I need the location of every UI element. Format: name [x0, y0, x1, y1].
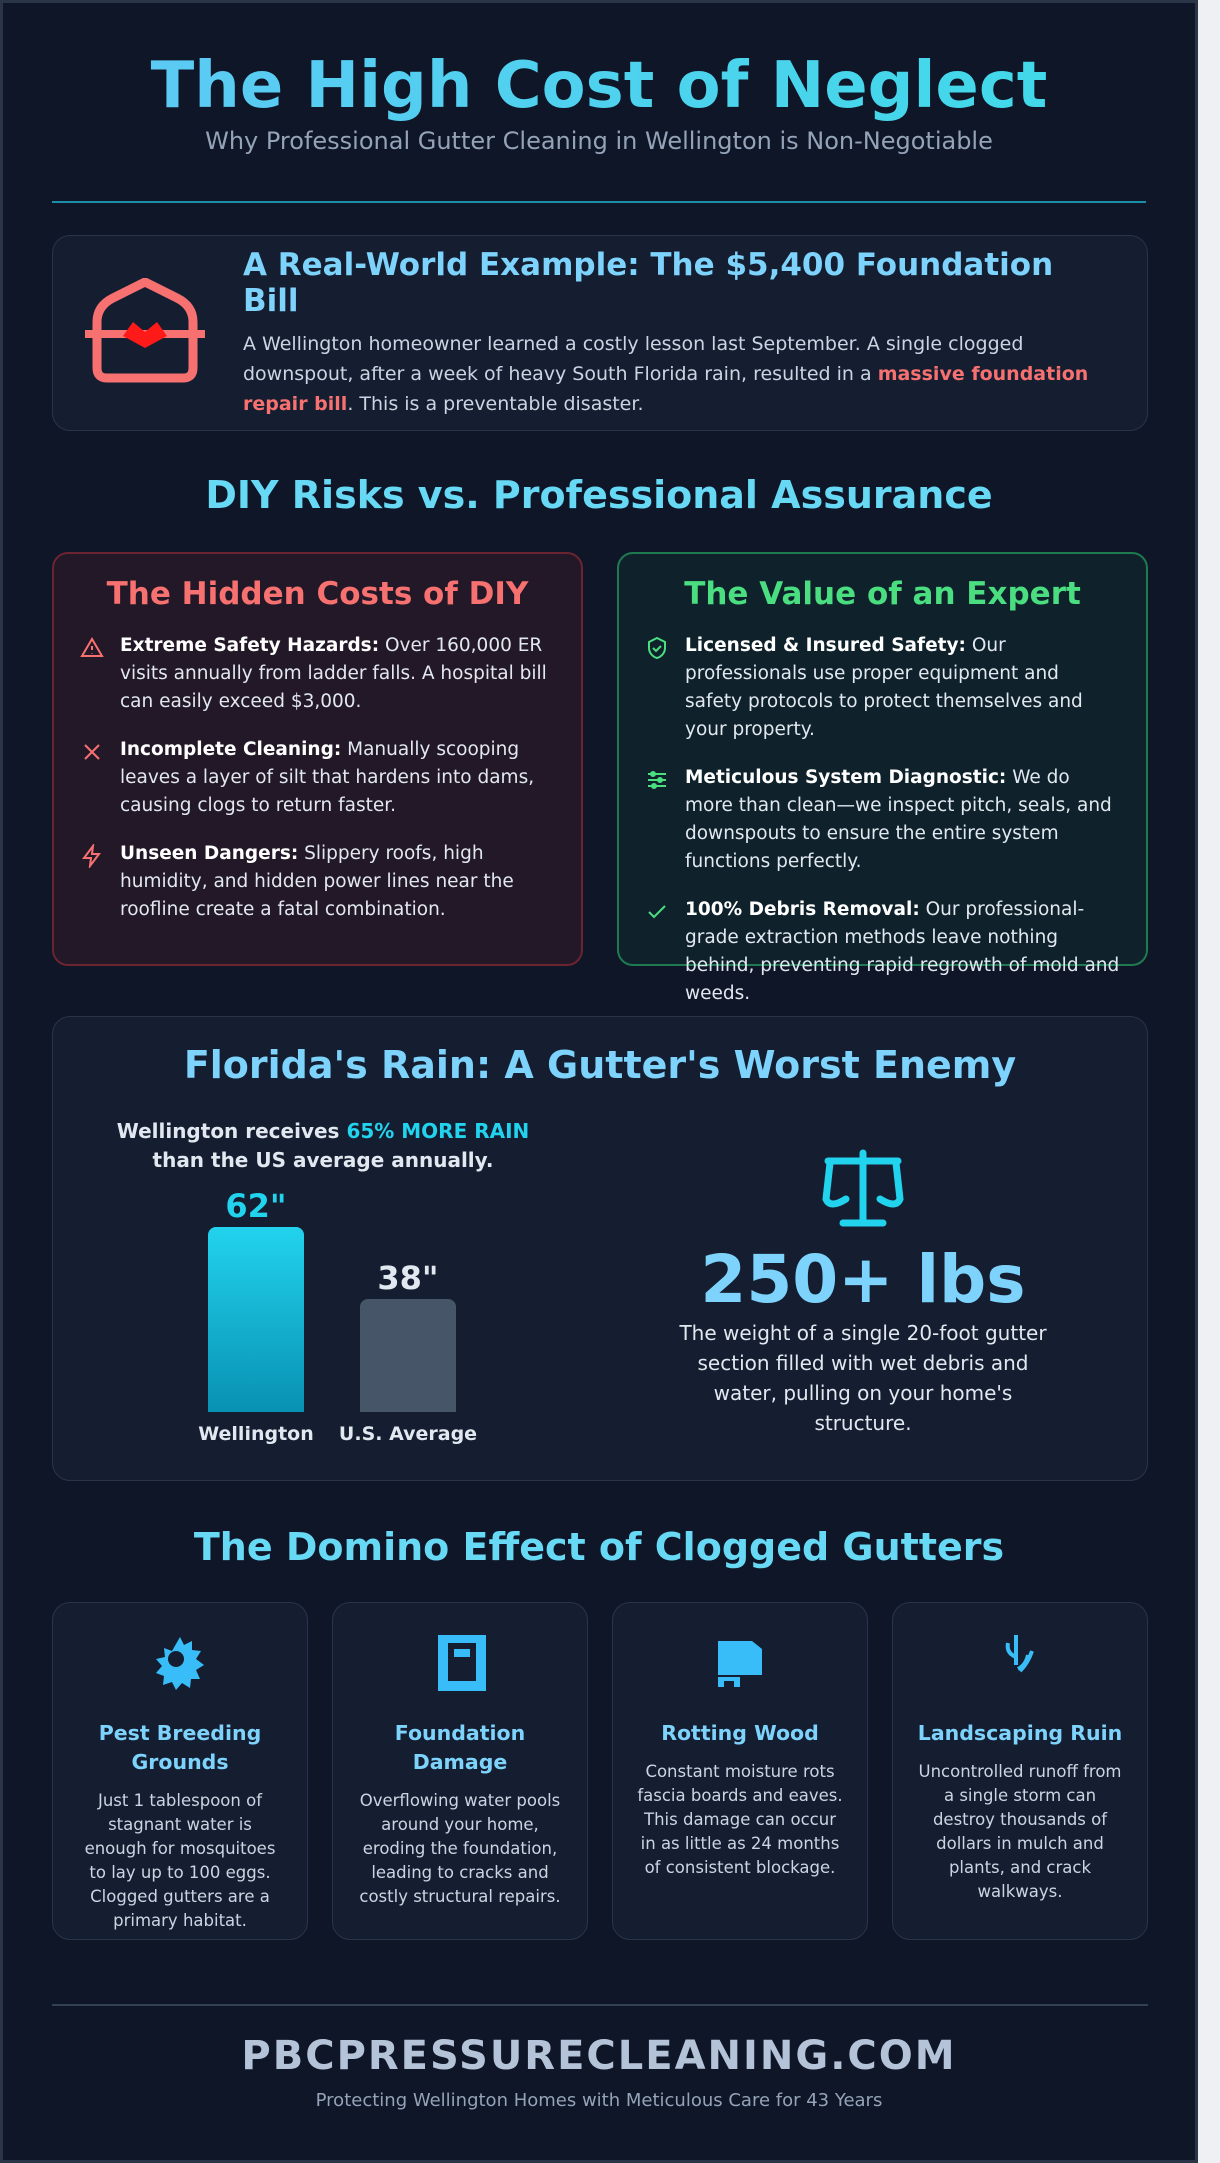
- weight-text: The weight of a single 20-foot gutter se…: [679, 1321, 1047, 1435]
- wood-icon: [718, 1641, 762, 1687]
- bar-value: 62": [225, 1187, 287, 1225]
- bar-label: U.S. Average: [338, 1423, 478, 1445]
- domino-card-foundation: Foundation Damage Overflowing water pool…: [332, 1602, 588, 1940]
- lightning-icon: [80, 840, 120, 924]
- list-item: Meticulous System Diagnostic: We do more…: [645, 764, 1120, 876]
- list-item: Incomplete Cleaning: Manually scooping l…: [80, 736, 555, 820]
- page-title: The High Cost of Neglect: [3, 47, 1195, 125]
- example-text: A Wellington homeowner learned a costly …: [243, 333, 1089, 415]
- bar-0: [208, 1227, 304, 1412]
- page-subtitle: Why Professional Gutter Cleaning in Well…: [205, 127, 993, 155]
- rain-title: Florida's Rain: A Gutter's Worst Enemy: [183, 1043, 1017, 1087]
- card-title: Pest Breeding Grounds: [98, 1721, 262, 1774]
- footer-brand[interactable]: PBCPRESSURECLEANING.COM: [241, 2033, 957, 2079]
- shield-check-icon: [645, 632, 685, 744]
- card-text: Just 1 tablespoon of stagnant water is e…: [84, 1791, 276, 1930]
- footer-tagline: Protecting Wellington Homes with Meticul…: [315, 2090, 883, 2111]
- sliders-icon: [645, 764, 685, 876]
- check-icon: [645, 896, 685, 1008]
- plant-icon: [1005, 1635, 1034, 1673]
- divider: [52, 201, 1146, 203]
- list-item: Extreme Safety Hazards: Over 160,000 ER …: [80, 632, 555, 716]
- card-title: Landscaping Ruin: [917, 1721, 1123, 1745]
- diy-card: The Hidden Costs of DIY Extreme Safety H…: [52, 552, 583, 966]
- list-item: Licensed & Insured Safety: Our professio…: [645, 632, 1120, 744]
- building-icon: [438, 1635, 486, 1691]
- diy-title: The Hidden Costs of DIY: [106, 576, 529, 612]
- expert-card: The Value of an Expert Licensed & Insure…: [617, 552, 1148, 1004]
- x-icon: [80, 736, 120, 820]
- scale-icon: [822, 1149, 904, 1227]
- card-title: Foundation Damage: [394, 1721, 526, 1774]
- bar-1: [360, 1298, 456, 1412]
- domino-card-landscaping: Landscaping Ruin Uncontrolled runoff fro…: [892, 1602, 1148, 1940]
- weight-value: 250+ lbs: [700, 1241, 1026, 1318]
- card-text: Constant moisture rots fascia boards and…: [637, 1762, 843, 1877]
- domino-heading: The Domino Effect of Clogged Gutters: [193, 1525, 1005, 1569]
- rain-lead: Wellington receives 65% MORE RAIN than t…: [116, 1119, 530, 1172]
- expert-title: The Value of an Expert: [684, 576, 1081, 612]
- bar-value: 38": [377, 1258, 439, 1297]
- card-text: Overflowing water pools around your home…: [359, 1791, 561, 1906]
- domino-card-pests: Pest Breeding Grounds Just 1 tablespoon …: [52, 1602, 308, 1940]
- weight-stat: 250+ lbs The weight of a single 20-foot …: [653, 1147, 1073, 1438]
- card-title: Rotting Wood: [661, 1721, 819, 1745]
- example-title: A Real-World Example: The $5,400 Foundat…: [243, 247, 1054, 319]
- list-item: Unseen Dangers: Slippery roofs, high hum…: [80, 840, 555, 924]
- comparison-heading: DIY Risks vs. Professional Assurance: [205, 473, 993, 517]
- example-card: A Real-World Example: The $5,400 Foundat…: [52, 235, 1148, 431]
- bar-label: Wellington: [198, 1423, 314, 1445]
- highlight-text: massive foundation repair bill: [243, 363, 1089, 415]
- shield-alert-icon: [85, 278, 205, 383]
- list-item: 100% Debris Removal: Our professional-gr…: [645, 896, 1120, 1008]
- domino-card-wood: Rotting Wood Constant moisture rots fasc…: [612, 1602, 868, 1940]
- rain-card: Florida's Rain: A Gutter's Worst Enemy W…: [52, 1016, 1148, 1481]
- warning-icon: [80, 632, 120, 716]
- bug-icon: [156, 1637, 204, 1690]
- card-text: Uncontrolled runoff from a single storm …: [918, 1762, 1122, 1901]
- footer-divider: [52, 2004, 1148, 2006]
